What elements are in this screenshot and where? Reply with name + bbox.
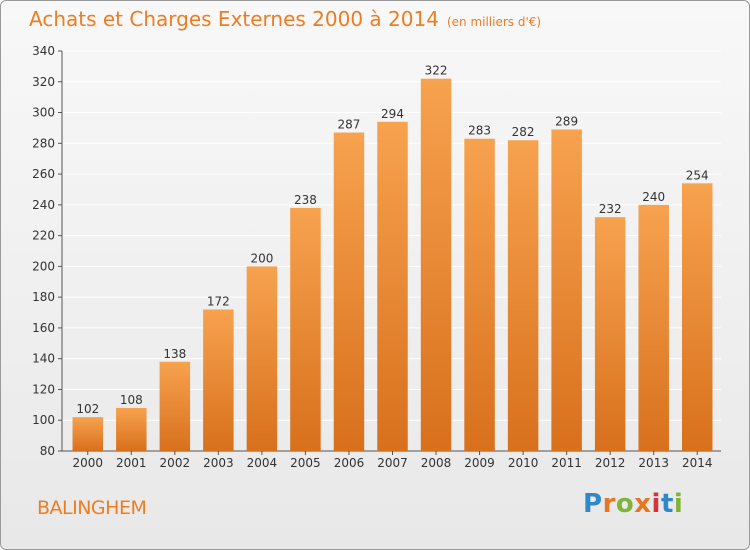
x-tick-label: 2003 — [203, 456, 234, 470]
logo-letter: x — [634, 489, 652, 519]
y-tick-label: 160 — [32, 321, 55, 335]
x-tick-label: 2002 — [160, 456, 191, 470]
logo-letter: o — [615, 489, 635, 519]
x-tick-label: 2007 — [377, 456, 408, 470]
x-tick-label: 2009 — [464, 456, 495, 470]
x-tick-label: 2010 — [508, 456, 539, 470]
bars — [72, 78, 713, 452]
y-tick-label: 140 — [32, 352, 55, 366]
data-label-2008: 322 — [425, 64, 448, 78]
data-label-2014: 254 — [686, 168, 709, 182]
labels: 80 100 120 140 160 180 200 220 240 260 280 300 320 34… — [32, 44, 712, 470]
y-tick-label: 300 — [32, 106, 55, 120]
data-label-2007: 294 — [381, 107, 404, 121]
y-tick-label: 320 — [32, 75, 55, 89]
data-label-2004: 200 — [250, 251, 273, 265]
y-tick-label: 260 — [32, 167, 55, 181]
data-label-2009: 283 — [468, 124, 491, 138]
x-tick-label: 2000 — [72, 456, 103, 470]
y-tick-label: 120 — [32, 382, 55, 396]
y-tick-label: 220 — [32, 229, 55, 243]
data-label-2000: 102 — [76, 402, 99, 416]
x-tick-label: 2014 — [682, 456, 713, 470]
bar-2004[interactable] — [246, 266, 278, 451]
y-tick-label: 340 — [32, 44, 55, 58]
bar-2005[interactable] — [290, 207, 321, 451]
bar-2013[interactable] — [638, 204, 669, 451]
bar-2001[interactable] — [116, 407, 147, 451]
bar-2011[interactable] — [551, 129, 582, 451]
logo-letter: P — [583, 489, 603, 519]
bar-2002[interactable] — [159, 361, 191, 451]
chart-title: Achats et Charges Externes 2000 à 2014 (e… — [29, 7, 541, 31]
bar-2006[interactable] — [333, 132, 365, 452]
y-tick-label: 80 — [40, 444, 55, 458]
x-tick-label: 2012 — [595, 456, 626, 470]
x-tick-label: 2008 — [421, 456, 452, 470]
y-tick-label: 240 — [32, 198, 55, 212]
bar-2000[interactable] — [72, 417, 104, 451]
x-tick-label: 2004 — [247, 456, 278, 470]
proxiti-logo[interactable]: Proxiti — [583, 489, 683, 519]
x-tick-label: 2011 — [551, 456, 582, 470]
x-tick-label: 2013 — [638, 456, 669, 470]
data-label-2011: 289 — [555, 114, 578, 128]
logo-letter: t — [660, 489, 674, 519]
y-tick-label: 180 — [32, 290, 55, 304]
logo-letter: i — [651, 489, 661, 519]
bar-2008[interactable] — [420, 78, 452, 451]
data-label-2006: 287 — [338, 118, 361, 132]
data-label-2001: 108 — [120, 393, 143, 407]
logo-letter: r — [602, 489, 616, 519]
logo-letter: i — [673, 489, 684, 519]
data-label-2013: 240 — [642, 190, 665, 204]
x-tick-label: 2005 — [290, 456, 321, 470]
bar-2003[interactable] — [203, 309, 234, 451]
chart-subtitle: (en milliers d'€) — [446, 15, 542, 29]
data-label-2003: 172 — [207, 294, 230, 308]
data-label-2012: 232 — [599, 202, 622, 216]
bar-2010[interactable] — [507, 140, 539, 451]
bar-2007[interactable] — [377, 121, 408, 452]
y-tick-label: 280 — [32, 136, 55, 150]
bar-2009[interactable] — [464, 138, 495, 451]
chart-title-text: Achats et Charges Externes 2000 à 2014 — [29, 7, 439, 31]
city-name: BALINGHEM — [37, 497, 147, 519]
y-tick-label: 100 — [32, 413, 55, 427]
data-label-2005: 238 — [294, 193, 317, 207]
y-tick-label: 200 — [32, 259, 55, 273]
bar-2012[interactable] — [594, 217, 626, 451]
x-tick-label: 2001 — [116, 456, 147, 470]
data-label-2010: 282 — [512, 125, 535, 139]
bar-2014[interactable] — [681, 183, 713, 452]
x-tick-label: 2006 — [334, 456, 365, 470]
data-label-2002: 138 — [163, 347, 186, 361]
